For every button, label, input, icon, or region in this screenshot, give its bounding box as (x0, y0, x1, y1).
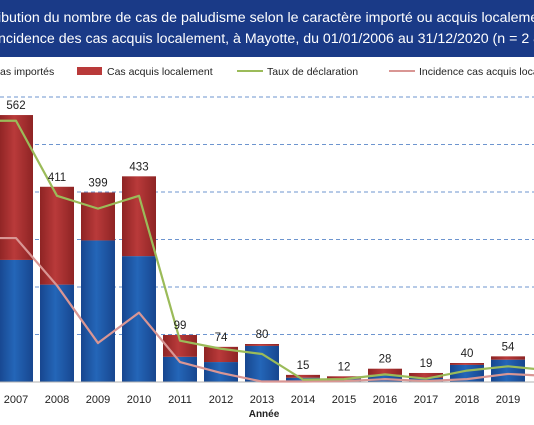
x-axis-ticks: 2007 2008 2009 2010 2011 2012 2013 2014 2015 2016… (4, 394, 520, 406)
x-axis-title: Année (249, 409, 280, 420)
x-tick-label: 2008 (45, 394, 69, 406)
value-label: 12 (338, 361, 351, 373)
value-label: 54 (502, 341, 515, 353)
bar-imported (245, 345, 279, 382)
legend-label-imported: as importés (0, 66, 54, 78)
bar-local (245, 344, 279, 346)
bar-imported (40, 284, 74, 382)
bar-imported (122, 256, 156, 382)
value-label: 433 (129, 161, 148, 173)
bar-imported (0, 259, 33, 382)
legend-label-incidence: Incidence cas acquis loca (419, 66, 534, 78)
chart-legend: as importés Cas acquis localement Taux d… (0, 66, 534, 78)
x-tick-label: 2015 (332, 394, 356, 406)
chart-bars (0, 115, 525, 382)
line-rate (0, 119, 534, 381)
bar-local (368, 368, 402, 375)
bar-local (286, 374, 320, 378)
x-tick-label: 2010 (127, 394, 151, 406)
value-label: 411 (48, 172, 66, 184)
chart-area: as importés Cas acquis localement Taux d… (0, 66, 534, 420)
legend-label-rate: Taux de déclaration (267, 66, 358, 78)
value-label: 399 (88, 177, 107, 189)
bar-imported (491, 359, 525, 382)
value-label: 40 (461, 348, 474, 360)
value-label: 80 (256, 329, 269, 341)
bar-imported (81, 240, 115, 382)
chart-lines (0, 119, 534, 383)
chart-title-line-2: ncidence des cas acquis localement, à Ma… (0, 31, 534, 47)
chart-title-banner: ibution du nombre de cas de paludisme se… (0, 0, 534, 57)
bar-local (0, 115, 33, 260)
value-label: 19 (420, 358, 433, 370)
value-label: 15 (297, 360, 310, 372)
bar-imported (409, 377, 443, 382)
legend-swatch-local (77, 67, 102, 75)
bar-local (327, 376, 361, 379)
bar-local (450, 363, 484, 365)
chart-gridlines (0, 96, 534, 335)
x-tick-label: 2019 (496, 394, 520, 406)
bar-local (40, 186, 74, 285)
x-tick-label: 2011 (168, 394, 192, 406)
x-tick-label: 2017 (414, 394, 438, 406)
x-tick-label: 2013 (250, 394, 274, 406)
x-tick-label: 2014 (291, 394, 315, 406)
chart-value-labels: 562 411 399 433 99 74 80 15 12 28 19 40 54 (6, 100, 515, 373)
line-incidence (0, 236, 534, 383)
x-tick-label: 2007 (4, 394, 28, 406)
x-tick-label: 2016 (373, 394, 397, 406)
bar-local (409, 372, 443, 378)
bar-local (81, 192, 115, 241)
bar-local (122, 176, 156, 257)
value-label: 28 (379, 354, 392, 366)
value-label: 99 (174, 320, 187, 332)
x-tick-label: 2009 (86, 394, 110, 406)
value-label: 74 (215, 332, 228, 344)
value-label: 562 (6, 100, 25, 112)
x-tick-label: 2012 (209, 394, 233, 406)
legend-label-local: Cas acquis localement (107, 66, 213, 78)
x-tick-label: 2018 (455, 394, 479, 406)
chart-title-line-1: ibution du nombre de cas de paludisme se… (0, 10, 534, 26)
bar-local (491, 356, 525, 360)
